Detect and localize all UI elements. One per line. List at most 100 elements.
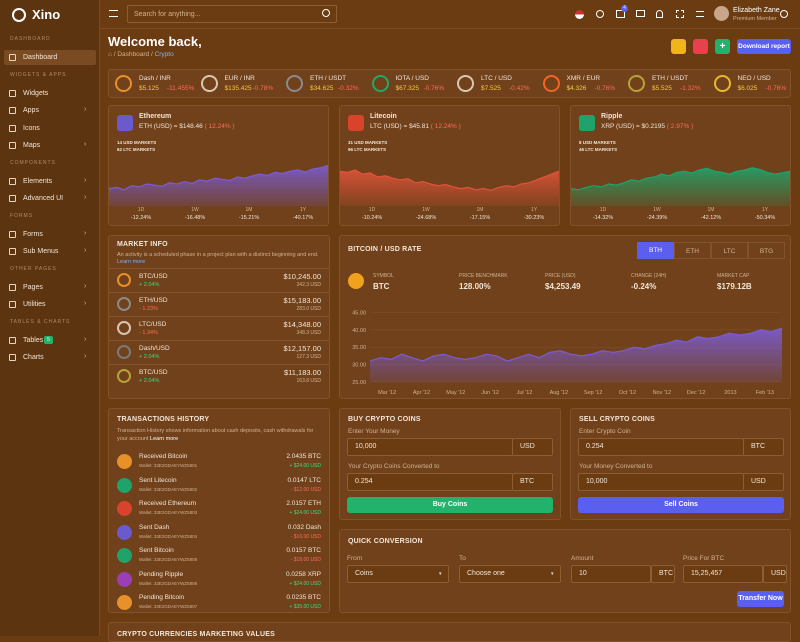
ticker-price: $135.425 (224, 85, 252, 92)
select[interactable]: Choose one (459, 565, 561, 583)
link[interactable]: Learn more (117, 259, 146, 265)
tx-amount: 0.032 Dash (287, 523, 321, 531)
input[interactable]: 10,000 (347, 438, 513, 456)
card-title: QUICK CONVERSION (348, 538, 423, 545)
tx-title: Pending Bitcoin (139, 594, 185, 601)
change: + 2.04% (139, 378, 160, 384)
nav-label: Utilities (23, 301, 46, 308)
settings-icon[interactable] (780, 10, 788, 18)
price: $14,348.00 (283, 320, 321, 329)
nav-item[interactable]: Utilities › (4, 297, 96, 312)
input[interactable]: 0.254 (578, 438, 744, 456)
unit-select[interactable]: USD (743, 473, 784, 491)
sell-card: SELL CRYPTO COINS Enter Crypto Coin 0.254 B… (570, 408, 791, 520)
y-tick-label: 40.00 (352, 328, 366, 334)
flag-icon[interactable] (575, 10, 584, 19)
nav-item[interactable]: Forms › (4, 227, 96, 242)
coin-name: Litecoin (370, 113, 397, 120)
action-button[interactable]: Sell Coins (578, 497, 784, 513)
menu-toggle[interactable] (109, 10, 118, 17)
ticker-price: $7.525 (481, 85, 501, 92)
unit-select[interactable]: USD (512, 438, 553, 456)
card-text: Transaction History shows information ab… (117, 427, 323, 443)
avatar[interactable] (714, 6, 729, 21)
page-title: Welcome back, (108, 34, 202, 49)
brand[interactable]: Xino (32, 7, 61, 22)
markets: 31 USD MARKETS (348, 140, 388, 145)
nav-label: Charts (23, 354, 44, 361)
card-title: MARKET INFO (117, 241, 168, 248)
tx-icon (117, 454, 132, 469)
fullscreen-icon[interactable] (676, 10, 684, 18)
nav-item[interactable]: Tables 5 › (4, 333, 96, 348)
tx-usd: - $16.00 USD (290, 533, 321, 540)
nav-item[interactable]: Charts › (4, 350, 96, 365)
nav-icon (9, 124, 16, 132)
nav-item[interactable]: Elements › (4, 174, 96, 189)
ticker-icon (457, 75, 474, 92)
input[interactable]: 10,000 (578, 473, 744, 491)
nav-item[interactable]: Pages › (4, 280, 96, 295)
cart-icon[interactable] (616, 10, 625, 18)
bell-icon[interactable] (656, 10, 663, 18)
download-report-button[interactable]: Download report (737, 39, 791, 54)
ticker-pair: LTC / USD (481, 75, 512, 82)
y-tick-label: 45.00 (352, 310, 366, 316)
nav-item[interactable]: Widgets (4, 86, 96, 101)
action-button[interactable]: Buy Coins (347, 497, 553, 513)
nav-label: Widgets (23, 89, 49, 97)
input[interactable]: 15,25,457 (683, 565, 763, 583)
crumb-active: Crypto (154, 51, 174, 58)
coin-icon (579, 115, 595, 131)
nav-item[interactable]: Sub Menus › (4, 244, 96, 259)
tx-icon (117, 548, 132, 563)
mail-icon[interactable] (636, 10, 645, 17)
quick-conversion-card: QUICK CONVERSION From Coins ▾ To Choose one ▾ A… (339, 529, 791, 613)
download-icon-button[interactable] (671, 39, 686, 54)
stat-change: -40.17% (292, 215, 314, 221)
field-label: From (347, 555, 363, 562)
field-label: Enter Crypto Coin (579, 428, 631, 435)
rate-change: ( 12.24% ) (430, 123, 461, 130)
select[interactable]: Coins (347, 565, 449, 583)
ticker-pair: IOTA / USD (395, 75, 429, 82)
nav-item[interactable]: Icons (4, 121, 96, 136)
logo-icon (12, 8, 26, 22)
tx-wallet: Wallet: 33E2GDAEYWZ5802 (139, 486, 198, 492)
nav-item[interactable]: Maps › (4, 138, 96, 153)
unit-select[interactable]: BTC (743, 438, 784, 456)
market-info-card: MARKET INFO An activity is a scheduled ph… (108, 235, 330, 399)
crumb[interactable]: Dashboard (117, 51, 150, 58)
unit-select[interactable]: BTC (512, 473, 553, 491)
tx-icon (117, 477, 132, 493)
tx-usd: + $24.00 USD (289, 580, 321, 587)
transfer-button[interactable]: Transfer Now (737, 591, 784, 607)
tx-usd: + $24.00 USD (289, 463, 321, 469)
nav-item[interactable]: Apps › (4, 103, 96, 118)
alarm-button[interactable] (693, 39, 708, 54)
list-icon[interactable] (696, 11, 704, 17)
theme-icon[interactable] (596, 10, 604, 18)
tab[interactable]: LTC (711, 242, 748, 259)
nav-item[interactable]: Dashboard (4, 50, 96, 65)
tab[interactable]: ETH (674, 242, 711, 259)
tx-wallet: Wallet: 33E2GDAEYWZ5803 (139, 510, 198, 515)
input[interactable]: 10 (571, 565, 651, 583)
link[interactable]: Learn more (150, 436, 179, 442)
tab[interactable]: BTG (748, 242, 785, 259)
search-box[interactable]: Search for anything... (127, 5, 337, 23)
ticker-change: -0.32% (338, 85, 359, 92)
stat-label: PRICE (USD) (545, 273, 576, 279)
tab[interactable]: BTH (637, 242, 674, 259)
add-button[interactable]: + (715, 39, 730, 54)
marketing-card: CRYPTO CURRENCIES MARKETING VALUES (108, 622, 791, 642)
input[interactable]: 0.254 (347, 473, 513, 491)
unit-label: USD (763, 565, 787, 583)
x-tick-label: Aug '12 (550, 390, 568, 396)
nav-item[interactable]: Advanced UI › (4, 191, 96, 206)
nav-label: Forms (23, 230, 43, 238)
change: + 2.04% (139, 282, 160, 288)
coin-card: Ripple XRP (USD) = $0.2195 ( 2.97% ) 8 USD… (570, 105, 791, 226)
stat-change: -24.39% (646, 215, 668, 221)
